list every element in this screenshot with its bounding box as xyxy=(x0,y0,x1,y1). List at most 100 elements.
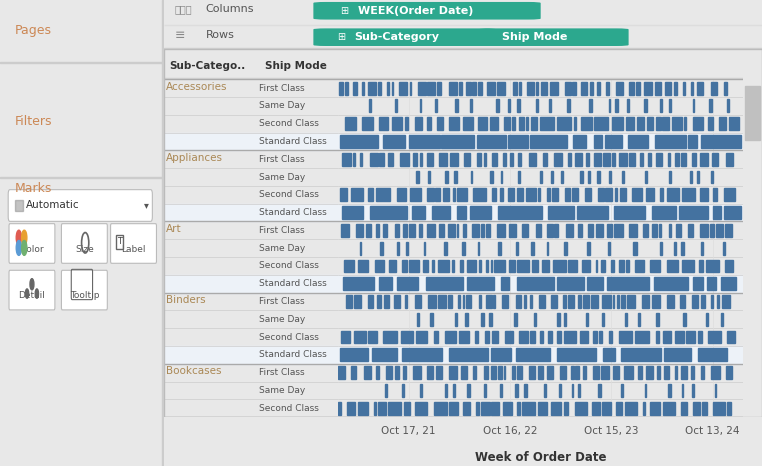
Bar xyxy=(340,135,379,148)
Bar xyxy=(162,0,164,466)
Text: Second Class: Second Class xyxy=(259,190,319,199)
Bar xyxy=(687,331,695,343)
Bar xyxy=(598,188,604,201)
Bar xyxy=(413,366,421,379)
Bar xyxy=(503,402,512,415)
Bar xyxy=(342,206,363,219)
Circle shape xyxy=(25,289,29,298)
Bar xyxy=(540,331,543,343)
Bar xyxy=(722,295,730,308)
Bar xyxy=(402,384,404,397)
Bar xyxy=(575,402,587,415)
Text: First Class: First Class xyxy=(259,155,305,164)
Bar xyxy=(725,260,733,272)
Bar xyxy=(340,349,368,361)
Bar xyxy=(379,402,386,415)
Bar xyxy=(482,224,484,237)
Bar xyxy=(578,384,581,397)
Bar xyxy=(626,260,629,272)
Text: Accessories: Accessories xyxy=(165,82,227,92)
Bar xyxy=(573,135,586,148)
Bar xyxy=(656,117,661,130)
Bar xyxy=(427,153,433,165)
Bar xyxy=(427,117,431,130)
Bar xyxy=(605,135,622,148)
Bar xyxy=(530,295,532,308)
Bar xyxy=(538,402,547,415)
Bar xyxy=(549,82,558,95)
Bar xyxy=(611,260,614,272)
Bar xyxy=(358,402,368,415)
Bar xyxy=(620,331,632,343)
Bar xyxy=(684,82,685,95)
Bar xyxy=(345,82,348,95)
Bar xyxy=(561,171,563,184)
Bar xyxy=(353,82,357,95)
Bar xyxy=(725,153,733,165)
Bar xyxy=(724,188,735,201)
Bar xyxy=(557,313,560,326)
Bar xyxy=(621,349,661,361)
Bar xyxy=(540,171,543,184)
Bar xyxy=(577,206,608,219)
Bar xyxy=(392,82,393,95)
Bar xyxy=(601,260,605,272)
Bar xyxy=(379,82,381,95)
Text: Standard Class: Standard Class xyxy=(259,208,327,217)
Bar xyxy=(455,100,458,112)
Bar xyxy=(479,260,481,272)
Bar xyxy=(533,313,536,326)
Bar xyxy=(669,100,671,112)
Bar xyxy=(538,366,543,379)
Bar xyxy=(392,117,402,130)
Bar xyxy=(485,224,489,237)
Bar xyxy=(680,295,684,308)
Bar xyxy=(526,117,528,130)
Bar xyxy=(454,171,457,184)
Bar xyxy=(434,331,438,343)
Bar xyxy=(404,402,409,415)
Bar xyxy=(603,295,610,308)
Text: Sub-Category: Sub-Category xyxy=(354,32,439,42)
Bar xyxy=(602,313,604,326)
Bar xyxy=(594,153,600,165)
Bar xyxy=(463,402,470,415)
Text: Standard Class: Standard Class xyxy=(259,279,327,288)
Bar xyxy=(482,402,489,415)
Bar xyxy=(386,366,392,379)
FancyBboxPatch shape xyxy=(9,224,55,263)
Bar xyxy=(403,366,406,379)
Bar xyxy=(338,402,341,415)
Bar xyxy=(543,153,547,165)
Bar xyxy=(491,171,493,184)
Bar xyxy=(661,188,663,201)
Bar xyxy=(712,366,720,379)
Bar xyxy=(517,100,520,112)
Bar xyxy=(572,188,578,201)
Bar xyxy=(565,242,568,254)
Bar xyxy=(700,188,709,201)
Bar xyxy=(470,100,472,112)
Bar xyxy=(590,82,593,95)
Bar xyxy=(419,224,422,237)
Circle shape xyxy=(21,240,27,255)
Bar xyxy=(706,260,719,272)
Text: Pages: Pages xyxy=(14,24,52,37)
Bar xyxy=(553,260,565,272)
Bar xyxy=(681,366,687,379)
Bar xyxy=(498,242,501,254)
Bar xyxy=(638,313,640,326)
Bar xyxy=(552,171,553,184)
Text: Marks: Marks xyxy=(14,182,52,195)
Bar xyxy=(439,153,447,165)
Bar xyxy=(379,277,392,290)
Bar xyxy=(494,260,504,272)
Text: First Class: First Class xyxy=(259,297,305,306)
Bar xyxy=(492,331,498,343)
Bar xyxy=(500,384,501,397)
Bar xyxy=(700,224,708,237)
Bar xyxy=(674,242,677,254)
Text: Oct 16, 22: Oct 16, 22 xyxy=(482,426,537,436)
Bar xyxy=(668,153,671,165)
Bar xyxy=(427,188,434,201)
